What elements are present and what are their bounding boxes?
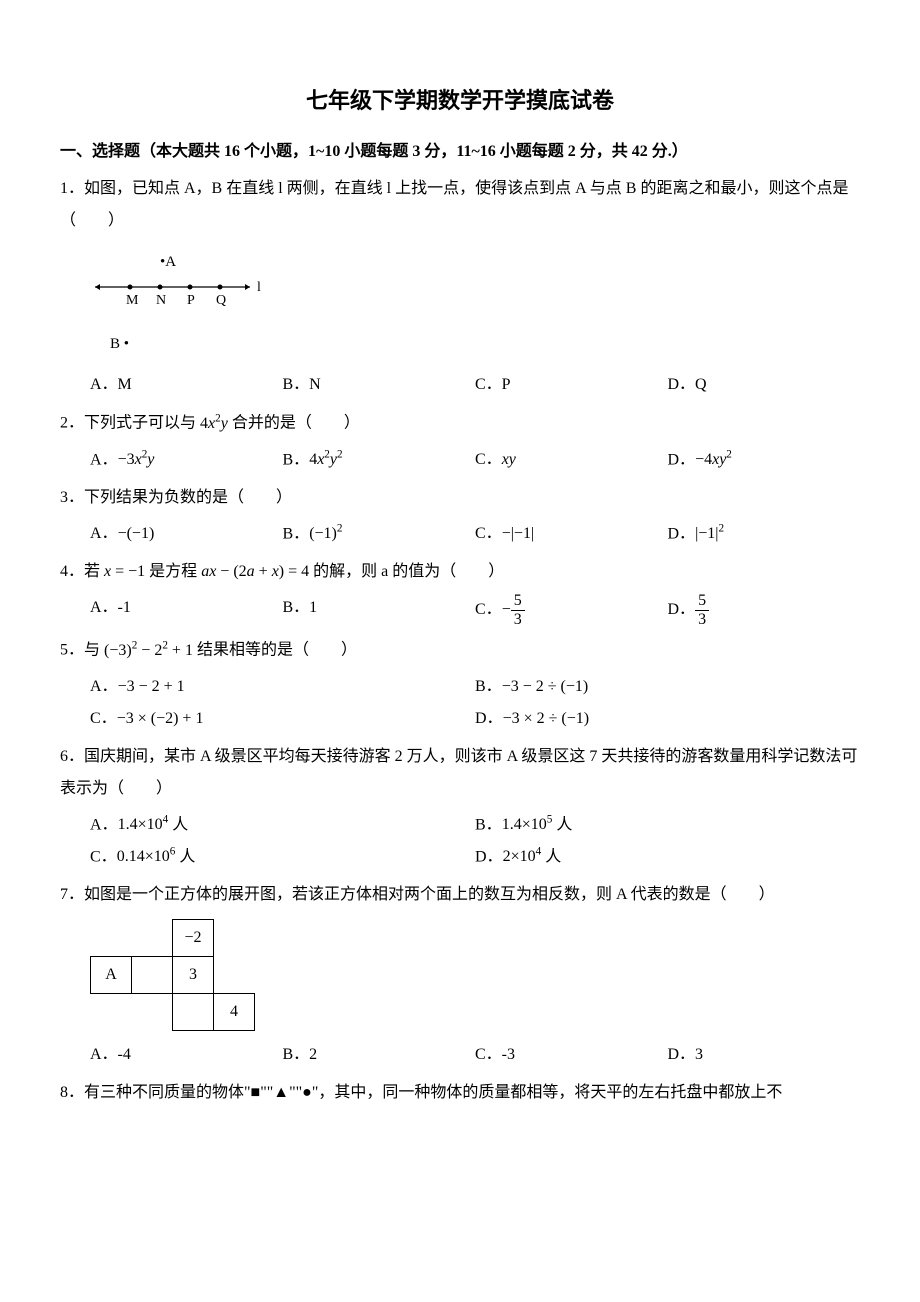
q3-opt-a: A．−(−1) — [90, 518, 283, 550]
q1-point-a: •A — [160, 247, 290, 277]
q7-options: A．-4 B．2 C．-3 D．3 — [90, 1039, 860, 1071]
q1-options: A．M B．N C．P D．Q — [90, 369, 860, 401]
svg-text:N: N — [156, 293, 166, 307]
q1-point-b: B • — [110, 329, 290, 359]
question-7: 7．如图是一个正方体的展开图，若该正方体相对两个面上的数互为相反数，则 A 代表… — [60, 879, 860, 1071]
q5-options: A．−3 − 2 + 1 B．−3 − 2 ÷ (−1) C．−3 × (−2)… — [90, 671, 860, 735]
svg-text:P: P — [187, 293, 195, 307]
q7-opt-a: A．-4 — [90, 1039, 283, 1071]
section-1-header: 一、选择题（本大题共 16 个小题，1~10 小题每题 3 分，11~16 小题… — [60, 137, 860, 167]
q5-opt-c: C．−3 × (−2) + 1 — [90, 703, 475, 735]
q2-opt-a: A．−3x2y — [90, 444, 283, 476]
q5-stem: 5．与 (−3)2 − 22 + 1 结果相等的是（ ） — [60, 634, 860, 666]
q3-opt-b: B．(−1)2 — [283, 518, 476, 550]
q1-stem: 1．如图，已知点 A，B 在直线 l 两侧，在直线 l 上找一点，使得该点到点 … — [60, 173, 860, 237]
q3-options: A．−(−1) B．(−1)2 C．−|−1| D．|−1|2 — [90, 518, 860, 550]
q7-stem: 7．如图是一个正方体的展开图，若该正方体相对两个面上的数互为相反数，则 A 代表… — [60, 879, 860, 911]
q2-options: A．−3x2y B．4x2y2 C．xy D．−4xy2 — [90, 444, 860, 476]
q3-stem: 3．下列结果为负数的是（ ） — [60, 482, 860, 514]
q4-opt-d: D．53 — [668, 592, 861, 628]
q2-opt-c: C．xy — [475, 444, 668, 476]
svg-text:M: M — [126, 293, 139, 307]
q4-options: A．-1 B．1 C．−53 D．53 — [90, 592, 860, 628]
q4-opt-a: A．-1 — [90, 592, 283, 628]
q3-opt-c: C．−|−1| — [475, 518, 668, 550]
q4-stem: 4．若 x = −1 是方程 ax − (2a + x) = 4 的解，则 a … — [60, 556, 860, 588]
q5-opt-a: A．−3 − 2 + 1 — [90, 671, 475, 703]
question-4: 4．若 x = −1 是方程 ax − (2a + x) = 4 的解，则 a … — [60, 556, 860, 628]
q4-opt-b: B．1 — [283, 592, 476, 628]
q6-opt-a: A．1.4×104 人 — [90, 809, 475, 841]
question-1: 1．如图，已知点 A，B 在直线 l 两侧，在直线 l 上找一点，使得该点到点 … — [60, 173, 860, 401]
question-5: 5．与 (−3)2 − 22 + 1 结果相等的是（ ） A．−3 − 2 + … — [60, 634, 860, 734]
q8-stem: 8．有三种不同质量的物体"■""▲""●"，其中，同一种物体的质量都相等，将天平… — [60, 1077, 860, 1109]
svg-text:l: l — [257, 280, 261, 295]
q6-opt-b: B．1.4×105 人 — [475, 809, 860, 841]
question-8: 8．有三种不同质量的物体"■""▲""●"，其中，同一种物体的质量都相等，将天平… — [60, 1077, 860, 1109]
q5-opt-d: D．−3 × 2 ÷ (−1) — [475, 703, 860, 735]
svg-text:Q: Q — [216, 293, 226, 307]
q7-figure: −2 A3 4 — [90, 919, 860, 1031]
q6-opt-c: C．0.14×106 人 — [90, 841, 475, 873]
q4-opt-c: C．−53 — [475, 592, 668, 628]
q1-opt-d: D．Q — [668, 369, 861, 401]
q2-opt-b: B．4x2y2 — [283, 444, 476, 476]
q6-options: A．1.4×104 人 B．1.4×105 人 C．0.14×106 人 D．2… — [90, 809, 860, 874]
q6-opt-d: D．2×104 人 — [475, 841, 860, 873]
q1-opt-b: B．N — [283, 369, 476, 401]
q7-opt-b: B．2 — [283, 1039, 476, 1071]
q1-opt-c: C．P — [475, 369, 668, 401]
question-2: 2．下列式子可以与 4x2y 合并的是（ ） A．−3x2y B．4x2y2 C… — [60, 407, 860, 476]
q7-opt-c: C．-3 — [475, 1039, 668, 1071]
q1-opt-a: A．M — [90, 369, 283, 401]
q6-stem: 6．国庆期间，某市 A 级景区平均每天接待游客 2 万人，则该市 A 级景区这 … — [60, 741, 860, 805]
question-3: 3．下列结果为负数的是（ ） A．−(−1) B．(−1)2 C．−|−1| D… — [60, 482, 860, 550]
q1-figure: •A M N P Q l B • — [90, 247, 290, 359]
q3-opt-d: D．|−1|2 — [668, 518, 861, 550]
question-6: 6．国庆期间，某市 A 级景区平均每天接待游客 2 万人，则该市 A 级景区这 … — [60, 741, 860, 874]
q1-line-svg: M N P Q l — [90, 277, 290, 307]
page-title: 七年级下学期数学开学摸底试卷 — [60, 80, 860, 122]
q2-stem: 2．下列式子可以与 4x2y 合并的是（ ） — [60, 407, 860, 439]
q5-opt-b: B．−3 − 2 ÷ (−1) — [475, 671, 860, 703]
q2-opt-d: D．−4xy2 — [668, 444, 861, 476]
q7-opt-d: D．3 — [668, 1039, 861, 1071]
